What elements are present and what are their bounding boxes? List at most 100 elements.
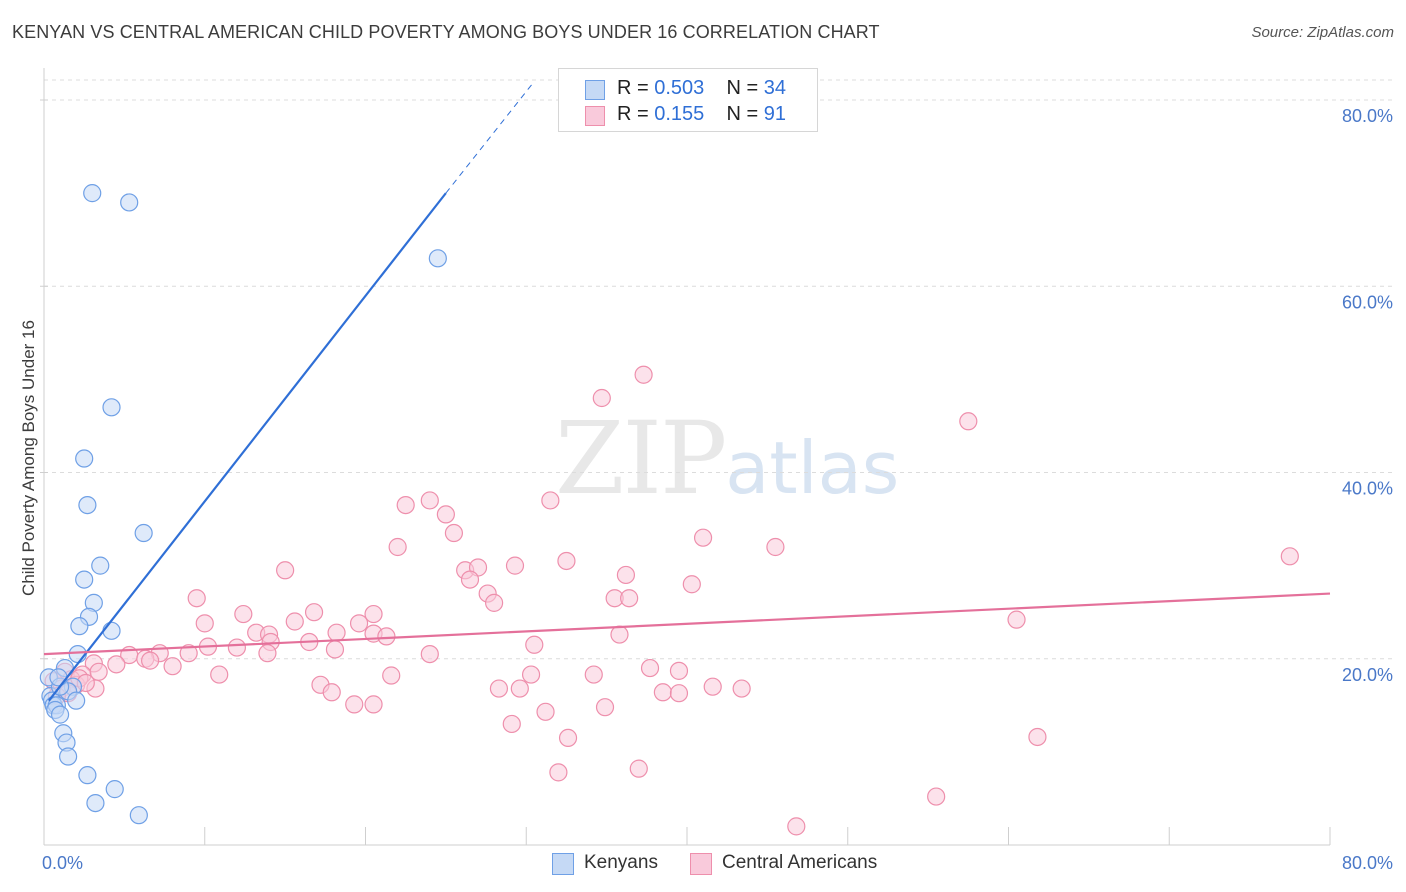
central-american-trend-line [43,592,1331,656]
central-american-point [420,491,439,510]
kenyan-point [428,249,447,268]
kenyan-point [105,780,124,799]
y-tick-label: 60.0% [1342,292,1393,312]
central-american-point [595,698,615,717]
central-american-point [485,593,504,612]
central-american-point [322,683,341,702]
central-american-point [258,644,277,663]
central-american-point [505,556,525,575]
y-tick-label: 40.0% [1342,479,1393,499]
n-label: N = [726,77,759,99]
central-american-point [1028,727,1047,747]
central-american-point [682,575,701,594]
central-american-point [634,365,653,384]
grid-lines [44,79,1392,660]
central-american-point [669,661,689,680]
central-american-point [693,528,713,547]
central-american-point [610,625,629,644]
kenyan-point [102,621,121,640]
kenyan-point [78,495,97,515]
n-value: 91 [763,103,787,125]
legend-stats-kenyans: R = 0.503 N = 34 [617,77,786,100]
central-american-point [396,495,415,515]
central-american-point [557,551,576,571]
central-american-point [187,589,206,608]
central-american-point [345,695,364,714]
legend-swatch-central-americans [585,106,605,126]
central-american-point [444,523,464,543]
watermark-zip: ZIP [555,400,727,517]
y-axis-label: Child Poverty Among Boys Under 16 [19,320,38,596]
legend-swatch [690,853,712,875]
central-american-point [179,644,198,663]
n-value: 34 [763,77,787,99]
central-american-point [276,561,295,580]
data-points [39,184,1299,836]
central-american-point [732,679,751,698]
legend-swatch-kenyans [585,80,605,100]
kenyan-trend-extension [445,81,535,194]
central-american-point [382,666,401,685]
kenyan-point [59,747,78,766]
legend-swatch [552,853,574,875]
central-american-point [558,728,578,748]
x-tick-label: 80.0% [1342,853,1393,873]
central-american-point [640,658,660,678]
central-american-point [536,702,555,721]
central-american-point [107,655,126,674]
central-american-point [140,651,160,670]
kenyan-point [134,523,153,543]
y-tick-label: 20.0% [1342,665,1393,685]
central-american-point [653,683,672,702]
central-american-point [549,763,568,782]
central-american-point [234,604,253,624]
central-american-point [1007,610,1026,629]
y-tick-label: 80.0% [1342,106,1393,126]
central-american-point [620,589,639,608]
kenyan-point [78,766,97,785]
central-american-point [163,657,182,676]
central-american-point [521,665,541,684]
central-american-point [364,604,383,624]
kenyan-point [102,398,121,417]
central-american-point [502,714,521,734]
kenyan-point [68,644,87,664]
central-american-point [285,612,304,631]
kenyan-point [120,193,139,212]
central-american-point [460,570,480,589]
central-american-point [1280,547,1299,566]
central-american-point [436,505,455,524]
r-value: 0.155 [654,103,705,125]
r-label: R = [617,77,649,99]
central-american-point [629,759,648,778]
legend-label: Kenyans [584,852,658,873]
central-american-point [584,665,603,684]
kenyan-point [91,556,110,575]
central-american-point [304,603,324,622]
central-american-point [959,412,978,431]
central-american-point [227,638,246,657]
central-american-point [210,665,229,684]
central-american-point [489,679,509,698]
kenyan-point [49,668,68,687]
x-tick-label: 0.0% [42,853,83,873]
kenyan-point [75,449,94,468]
trend-lines [43,81,1331,702]
central-american-point [616,565,636,585]
chart-title: KENYAN VS CENTRAL AMERICAN CHILD POVERTY… [12,22,880,42]
central-american-point [349,614,369,633]
central-american-point [541,491,560,510]
r-label: R = [617,103,649,125]
kenyan-point [70,617,89,636]
kenyan-point [75,570,94,589]
legend-stats-central-americans: R = 0.155 N = 91 [617,103,786,126]
central-american-point [766,537,785,557]
central-american-point [669,684,689,703]
central-american-point [927,787,946,806]
tick-labels: 20.0% 40.0% 60.0% 80.0% 0.0% 80.0% [42,106,1393,873]
central-american-point [377,627,396,646]
watermark: ZIPatlas [555,400,899,517]
r-value: 0.503 [654,77,705,99]
kenyan-trend-line [47,192,447,702]
